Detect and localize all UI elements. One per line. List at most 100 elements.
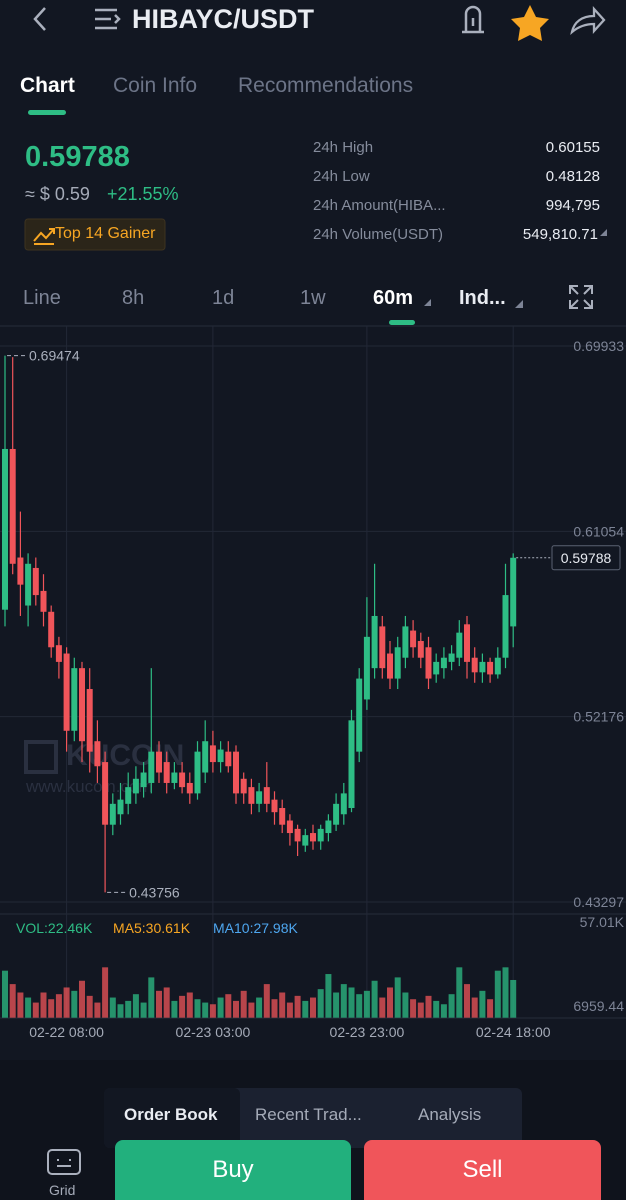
volume-bar	[2, 970, 8, 1018]
volume-bar	[9, 984, 16, 1018]
candle-body	[25, 563, 32, 606]
candle-body	[271, 799, 278, 813]
volume-bar	[48, 999, 55, 1018]
stat-label: 24h Amount(HIBA...	[313, 197, 446, 214]
volume-bar	[202, 1002, 209, 1018]
panel-tab-active	[104, 1088, 240, 1148]
volume-bar	[256, 997, 263, 1018]
candle-body	[356, 678, 363, 752]
sell-button[interactable]: Sell	[364, 1140, 601, 1200]
volume-bar	[171, 1000, 178, 1018]
buy-button[interactable]: Buy	[115, 1140, 351, 1200]
candle-body	[464, 624, 470, 662]
volume-bar	[102, 967, 109, 1018]
volume-bar	[471, 997, 478, 1018]
volume-bar	[464, 984, 470, 1018]
volume-bar	[263, 984, 270, 1018]
candle-body	[148, 751, 155, 783]
volume-bar	[194, 999, 201, 1018]
stat-value: 994,795	[545, 197, 600, 214]
tab-indicator	[28, 110, 66, 115]
volume-bar	[240, 990, 247, 1018]
candle-body	[86, 689, 93, 752]
candle-body	[502, 595, 509, 658]
stat-label: 24h High	[313, 139, 374, 156]
candle-body	[340, 793, 347, 815]
candle-body	[79, 668, 85, 742]
panel-tab[interactable]: Analysis	[418, 1105, 482, 1124]
candle-body	[333, 803, 340, 825]
candle-body	[156, 751, 162, 773]
volume-tick-label: 6959.44	[573, 998, 624, 1014]
grid-icon[interactable]	[47, 1149, 81, 1175]
volume-bar	[302, 1000, 309, 1018]
pair-title: HIBAYC/USDT	[132, 4, 315, 34]
volume-bar	[394, 977, 401, 1018]
volume-bar	[233, 1000, 239, 1018]
volume-bar	[209, 1004, 216, 1018]
candle-body	[410, 630, 417, 648]
candle-body	[2, 448, 8, 610]
interval[interactable]: 1w	[300, 287, 326, 309]
volume-bar	[494, 970, 501, 1018]
x-tick-label: 02-22 08:00	[29, 1024, 104, 1040]
candle-body	[286, 820, 293, 834]
tab[interactable]: Recommendations	[238, 74, 414, 97]
candle-body	[217, 749, 224, 763]
stat-label: 24h Volume(USDT)	[313, 226, 444, 243]
volume-bar	[40, 992, 47, 1018]
grid-label[interactable]: Grid	[49, 1182, 76, 1198]
volume-bar	[433, 1000, 440, 1018]
candle-body	[32, 567, 39, 596]
interval[interactable]: Line	[23, 287, 61, 309]
volume-bar	[125, 1000, 132, 1018]
candle-body	[194, 751, 201, 794]
volume-bar	[217, 997, 224, 1018]
favorite-icon[interactable]	[511, 5, 549, 41]
fullscreen-icon[interactable]	[569, 285, 593, 309]
volume-bar	[348, 987, 355, 1018]
tab[interactable]: Chart	[20, 74, 75, 97]
badge[interactable]: Top 14 Gainer	[55, 225, 156, 242]
candle-body	[402, 626, 409, 658]
tab[interactable]: Coin Info	[113, 74, 198, 97]
y-tick-label: 0.43297	[573, 894, 624, 910]
volume-bar	[271, 999, 278, 1018]
volume-bar	[179, 995, 186, 1018]
alert-icon[interactable]	[462, 5, 484, 34]
share-icon[interactable]	[570, 6, 606, 35]
candle-body	[48, 611, 55, 648]
volume-bar	[94, 1002, 101, 1018]
volume-bar	[363, 990, 370, 1018]
volume-bar	[294, 995, 301, 1018]
volume-bar	[63, 987, 70, 1018]
panel-tab[interactable]: Recent Trad...	[255, 1105, 362, 1124]
candle-body	[63, 653, 70, 731]
volume-bar	[186, 992, 193, 1018]
x-tick-label: 02-23 23:00	[330, 1024, 405, 1040]
candle-body	[225, 751, 232, 767]
candle-body	[171, 772, 178, 783]
change: +21.55%	[107, 184, 179, 204]
ma5-legend: MA5:30.61K	[113, 920, 191, 936]
back-icon[interactable]	[33, 7, 46, 31]
candle-body	[125, 787, 132, 804]
candle-body	[302, 835, 309, 846]
interval[interactable]: 1d	[212, 287, 235, 309]
panel-tab[interactable]: Order Book	[124, 1105, 218, 1124]
menu-icon[interactable]	[95, 8, 121, 30]
interval[interactable]: 8h	[122, 287, 145, 309]
volume-bar	[425, 995, 432, 1018]
interval[interactable]: 60m	[373, 287, 414, 309]
volume-bar	[317, 989, 324, 1018]
volume-bar	[340, 984, 347, 1018]
last-price: 0.59788	[25, 141, 130, 173]
volume-bar	[387, 987, 393, 1018]
interval[interactable]: Ind...	[459, 287, 506, 309]
volume-bar	[510, 979, 517, 1018]
volume-bar	[410, 999, 417, 1018]
candle-body	[109, 803, 116, 825]
candle-body	[510, 557, 517, 627]
last-price-label: 0.59788	[561, 550, 612, 566]
